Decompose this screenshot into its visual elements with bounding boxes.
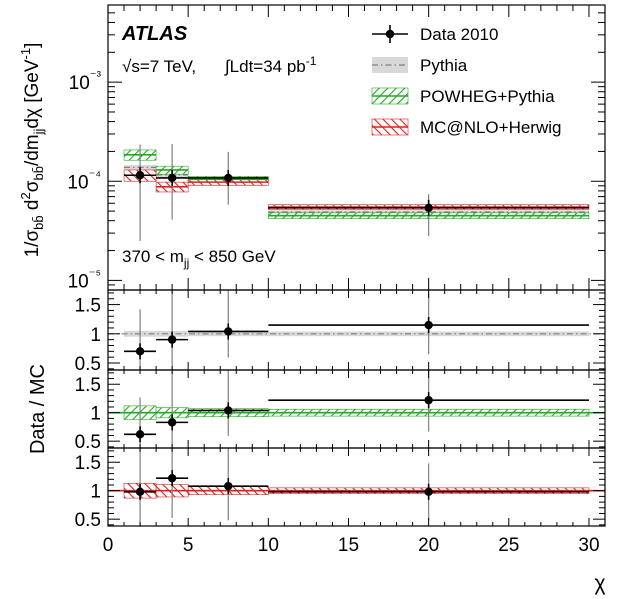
ratio-y-tick-label: 0.5 xyxy=(75,432,101,453)
ratio-y-tick-label: 1 xyxy=(90,482,101,503)
x-axis-title: χ xyxy=(594,572,605,595)
x-tick-label: 30 xyxy=(578,535,599,556)
x-tick-label: 10 xyxy=(258,535,279,556)
ratio-y-tick-label: 1.5 xyxy=(75,453,101,474)
data-point xyxy=(424,203,433,212)
ratio-point xyxy=(167,473,177,483)
y-tick-label: 10⁻³ xyxy=(69,68,102,94)
legend-label-mcnlo: MC@NLO+Herwig xyxy=(420,118,561,137)
x-tick-label: 25 xyxy=(498,535,519,556)
data-point xyxy=(135,171,145,180)
legend-label-pythia: Pythia xyxy=(420,56,468,75)
y-tick-label: 10⁻⁵ xyxy=(68,266,101,292)
experiment-label: ATLAS xyxy=(121,23,188,45)
ratio-point xyxy=(424,320,433,330)
ratio-y-tick-label: 0.5 xyxy=(75,354,101,375)
ratio-point xyxy=(167,335,177,344)
ratio-point xyxy=(424,395,433,405)
ratio-y-tick-label: 0.5 xyxy=(75,510,101,531)
ratio-point xyxy=(135,430,145,439)
ratio-panel-frame xyxy=(107,289,606,371)
legend-label-data: Data 2010 xyxy=(420,25,498,44)
luminosity-label: ∫Ldt=34 pb-1 xyxy=(224,54,317,76)
energy-label: √s=7 TeV, xyxy=(122,57,196,76)
y-axis-title: 1/σbb̄ d2σbb̄/dmjjdχ [GeV-1] xyxy=(18,43,46,258)
data-point xyxy=(224,173,233,183)
ratio-point xyxy=(224,406,233,415)
ratio-point xyxy=(135,487,145,497)
data-point xyxy=(167,173,177,183)
ratio-point xyxy=(224,327,233,336)
ratio-point xyxy=(224,481,233,491)
ratio-y-tick-label: 1 xyxy=(90,404,101,425)
ratio-point xyxy=(424,487,433,497)
y-tick-label: 10⁻⁴ xyxy=(67,167,101,193)
legend-label-powheg: POWHEG+Pythia xyxy=(420,87,555,106)
ratio-y-axis-title: Data / MC xyxy=(27,364,49,454)
ratio-panel-frame xyxy=(107,447,606,527)
mass-range-label: 370 < mjj < 850 GeV xyxy=(122,247,276,270)
legend-data-marker xyxy=(385,29,395,39)
ratio-y-tick-label: 1.5 xyxy=(75,375,101,396)
x-tick-label: 20 xyxy=(418,535,439,556)
ratio-point xyxy=(167,418,177,427)
x-tick-label: 5 xyxy=(183,535,194,556)
ratio-y-tick-label: 1.5 xyxy=(75,296,101,317)
ratio-point xyxy=(135,347,145,356)
ratio-y-tick-label: 1 xyxy=(90,325,101,346)
x-tick-label: 0 xyxy=(103,535,114,556)
x-tick-label: 15 xyxy=(338,535,359,556)
